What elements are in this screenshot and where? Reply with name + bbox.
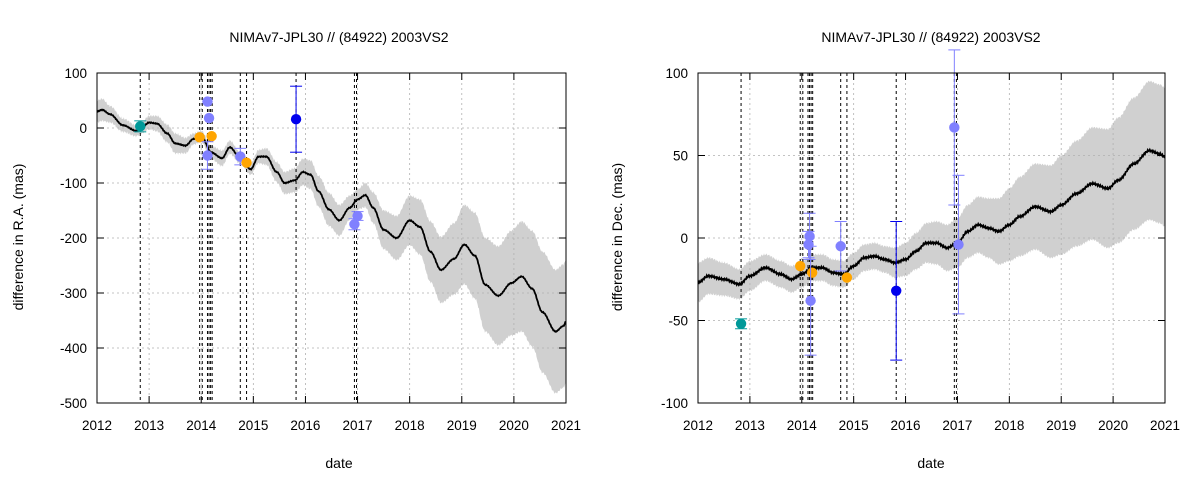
uncertainty-band — [698, 80, 1165, 303]
dec-panel: NIMAv7-JPL30 // (84922) 2003VS2 date dif… — [600, 0, 1200, 480]
data-point — [349, 219, 360, 230]
x-axis-label: date — [917, 455, 944, 471]
uncertainty-band — [97, 98, 566, 394]
data-point — [241, 157, 252, 168]
x-tick-label: 2020 — [499, 418, 529, 433]
dec-chart: NIMAv7-JPL30 // (84922) 2003VS2 date dif… — [609, 29, 1180, 471]
prediction-curve — [698, 147, 1165, 287]
data-point — [135, 121, 146, 132]
x-tick-label: 2016 — [891, 418, 921, 433]
y-tick-label: -400 — [60, 341, 87, 356]
data-point — [804, 231, 815, 242]
data-point — [841, 272, 853, 283]
data-point — [206, 131, 217, 142]
data-point — [835, 241, 846, 252]
x-tick-label: 2015 — [238, 418, 268, 433]
data-point — [194, 132, 205, 143]
x-tick-label: 2012 — [683, 418, 713, 433]
y-tick-label: 100 — [665, 66, 688, 81]
ra-panel: NIMAv7-JPL30 // (84922) 2003VS2 date dif… — [0, 0, 600, 480]
x-tick-label: 2016 — [290, 418, 320, 433]
chart-title: NIMAv7-JPL30 // (84922) 2003VS2 — [821, 29, 1040, 45]
data-point — [352, 210, 363, 222]
y-tick-label: -50 — [668, 314, 688, 329]
y-tick-label: -200 — [60, 231, 87, 246]
x-tick-label: 2017 — [343, 418, 373, 433]
data-point — [203, 112, 215, 124]
y-tick-label: 0 — [680, 231, 688, 246]
y-tick-label: 50 — [673, 149, 688, 164]
ra-chart: NIMAv7-JPL30 // (84922) 2003VS2 date dif… — [10, 29, 581, 471]
x-tick-label: 2015 — [839, 418, 869, 433]
x-axis-label: date — [325, 455, 352, 471]
x-tick-label: 2018 — [395, 418, 425, 433]
y-tick-label: -100 — [60, 176, 87, 191]
y-tick-label: -300 — [60, 286, 87, 301]
data-point — [803, 239, 814, 250]
data-point — [202, 150, 213, 161]
x-tick-label: 2017 — [942, 418, 972, 433]
x-tick-label: 2019 — [1046, 418, 1076, 433]
x-tick-label: 2013 — [735, 418, 765, 433]
data-point — [290, 114, 302, 125]
x-tick-label: 2018 — [994, 418, 1024, 433]
y-tick-label: 100 — [64, 66, 87, 81]
x-tick-label: 2019 — [447, 418, 477, 433]
data-point — [735, 318, 747, 329]
prediction-curve — [97, 108, 566, 333]
data-point — [795, 260, 806, 272]
x-tick-label: 2021 — [1150, 418, 1180, 433]
x-tick-label: 2014 — [787, 418, 818, 433]
y-tick-label: 0 — [79, 121, 87, 136]
chart-title: NIMAv7-JPL30 // (84922) 2003VS2 — [229, 29, 448, 45]
data-point — [953, 239, 964, 250]
x-tick-label: 2021 — [551, 418, 581, 433]
data-point — [891, 285, 902, 296]
data-point — [949, 122, 960, 133]
data-point — [806, 267, 818, 278]
x-tick-label: 2014 — [186, 418, 217, 433]
x-tick-label: 2012 — [82, 418, 112, 433]
y-axis-label: difference in R.A. (mas) — [10, 164, 26, 311]
x-tick-label: 2020 — [1098, 418, 1128, 433]
data-point — [805, 295, 816, 306]
y-tick-label: -100 — [661, 396, 688, 411]
y-tick-label: -500 — [60, 396, 87, 411]
x-tick-label: 2013 — [134, 418, 164, 433]
data-point — [202, 96, 213, 107]
y-axis-label: difference in Dec. (mas) — [609, 163, 625, 311]
